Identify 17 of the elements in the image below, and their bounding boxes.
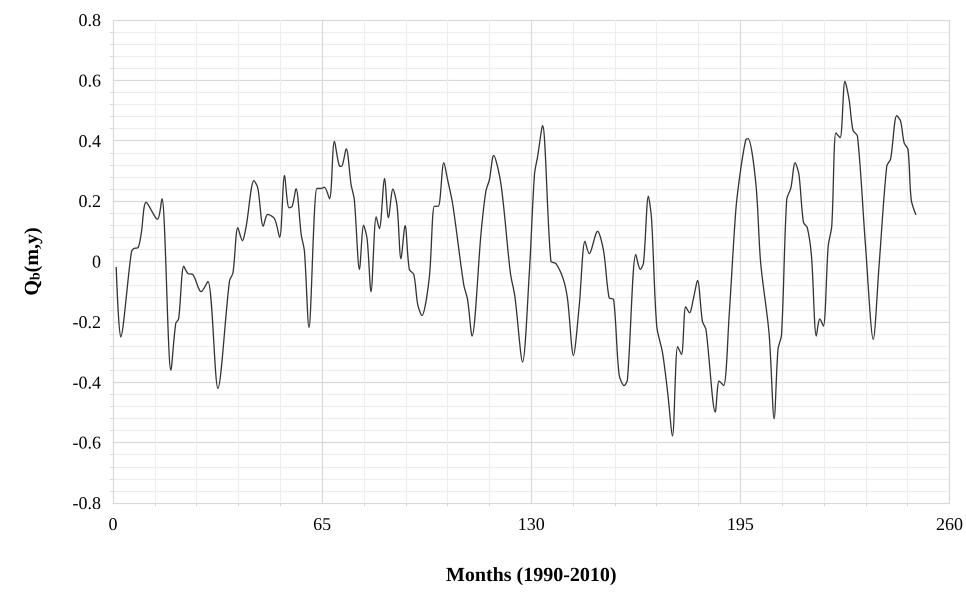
y-tick-label: 0.2	[78, 191, 101, 212]
line-series	[116, 80, 916, 437]
y-tick-label: 0	[92, 252, 101, 272]
x-axis-title: Months (1990-2010)	[446, 564, 617, 586]
x-tick-label: 65	[313, 514, 332, 534]
x-tick-label: 260	[936, 514, 963, 534]
x-tick-label: 130	[518, 514, 545, 534]
y-axis-title: Qb(m,y)	[21, 227, 44, 296]
y-tick-label: 0.4	[78, 130, 101, 151]
y-tick-label: -0.8	[72, 493, 101, 513]
y-tick-label: 0.6	[78, 70, 101, 90]
x-tick-label: 195	[726, 514, 754, 534]
y-tick-label: -0.4	[72, 372, 101, 392]
y-tick-label: 0.8	[78, 10, 101, 30]
y-tick-label: -0.2	[72, 312, 101, 332]
x-tick-label: 0	[108, 514, 118, 534]
y-tick-label: -0.6	[72, 432, 101, 453]
